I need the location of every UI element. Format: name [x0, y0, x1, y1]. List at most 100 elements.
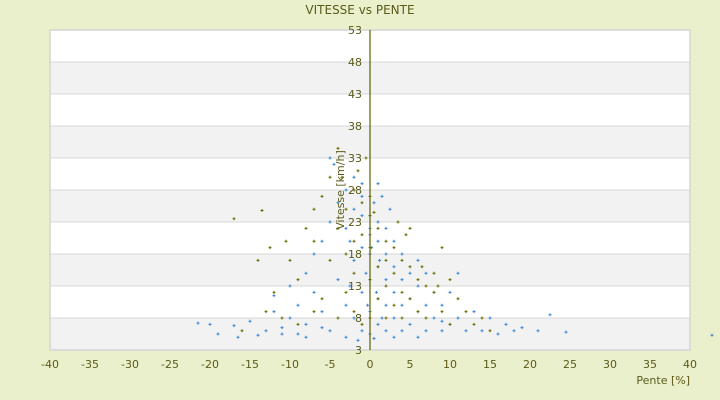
x-tick-label: 15: [483, 358, 497, 371]
data-point-series-1: [332, 162, 336, 166]
data-point-series-2: [360, 233, 364, 237]
data-point-series-1: [272, 310, 276, 314]
data-point-series-1: [392, 290, 396, 294]
data-point-series-1: [536, 329, 540, 333]
data-point-series-1: [388, 207, 392, 211]
data-point-series-1: [512, 329, 516, 333]
data-point-series-1: [272, 294, 276, 298]
data-point-series-1: [520, 326, 524, 330]
data-point-series-2: [384, 284, 388, 288]
data-point-series-1: [320, 310, 324, 314]
data-point-series-2: [352, 271, 356, 275]
data-point-series-1: [392, 265, 396, 269]
data-point-series-1: [376, 182, 380, 186]
data-point-series-1: [348, 284, 352, 288]
x-tick-label: 10: [443, 358, 457, 371]
data-point-series-1: [496, 332, 500, 336]
data-point-series-2: [352, 239, 356, 243]
data-point-series-2: [312, 239, 316, 243]
data-point-series-1: [440, 303, 444, 307]
data-point-series-1: [232, 324, 236, 328]
data-point-series-2: [336, 226, 340, 230]
data-point-series-1: [384, 252, 388, 256]
data-point-series-1: [348, 239, 352, 243]
data-point-series-1: [328, 220, 332, 224]
data-point-series-2: [408, 297, 412, 301]
y-tick-label: 23: [348, 216, 362, 229]
y-tick-label: 38: [348, 120, 362, 133]
data-point-series-2: [328, 258, 332, 262]
data-point-series-2: [436, 284, 440, 288]
data-point-series-2: [376, 297, 380, 301]
data-point-series-1: [432, 316, 436, 320]
x-tick-label: 35: [643, 358, 657, 371]
data-point-series-2: [312, 207, 316, 211]
data-point-series-2: [400, 290, 404, 294]
data-point-series-2: [432, 290, 436, 294]
data-point-series-2: [456, 297, 460, 301]
data-point-series-1: [504, 322, 508, 326]
data-point-series-2: [416, 310, 420, 314]
data-point-series-2: [288, 258, 292, 262]
data-point-series-2: [384, 316, 388, 320]
x-tick-label: -20: [201, 358, 219, 371]
data-point-series-2: [344, 290, 348, 294]
data-point-series-1: [376, 322, 380, 326]
data-point-series-2: [384, 239, 388, 243]
data-point-series-1: [378, 258, 382, 262]
data-point-series-1: [344, 335, 348, 339]
data-point-series-1: [564, 330, 568, 334]
x-tick-label: -10: [281, 358, 299, 371]
data-point-series-2: [336, 316, 340, 320]
y-tick-label: 3: [355, 344, 362, 357]
y-axis-label: Vitesse [km/h]: [334, 150, 347, 230]
data-point-series-2: [268, 246, 272, 250]
data-point-series-1: [448, 290, 452, 294]
data-point-series-2: [472, 322, 476, 326]
data-point-series-1: [344, 303, 348, 307]
x-tick-label: 25: [563, 358, 577, 371]
x-tick-label: -40: [41, 358, 59, 371]
data-point-series-2: [352, 310, 356, 314]
data-point-series-1: [288, 284, 292, 288]
data-point-series-2: [392, 246, 396, 250]
x-tick-label: -30: [121, 358, 139, 371]
data-point-series-2: [440, 246, 444, 250]
y-tick-label: 8: [355, 312, 362, 325]
data-point-series-1: [336, 278, 340, 282]
data-point-series-1: [366, 303, 370, 307]
data-point-series-2: [304, 226, 308, 230]
data-point-series-1: [312, 252, 316, 256]
data-point-series-1: [264, 329, 268, 333]
data-point-series-1: [384, 329, 388, 333]
data-point-series-2: [432, 271, 436, 275]
data-point-series-1: [384, 303, 388, 307]
x-axis-label: Pente [%]: [636, 374, 690, 387]
y-tick-label: 33: [348, 152, 362, 165]
data-point-series-1: [424, 271, 428, 275]
data-point-series-1: [384, 226, 388, 230]
data-point-series-1: [456, 271, 460, 275]
data-point-series-1: [352, 207, 356, 211]
data-point-series-1: [380, 194, 384, 198]
x-tick-label: -35: [81, 358, 99, 371]
data-point-series-1: [480, 329, 484, 333]
data-point-series-1: [376, 220, 380, 224]
data-point-series-1: [336, 201, 340, 205]
data-point-series-1: [352, 258, 356, 262]
data-point-series-1: [248, 319, 252, 323]
y-tick-label: 13: [348, 280, 362, 293]
data-point-series-2: [408, 265, 412, 269]
data-point-series-1: [710, 333, 714, 337]
data-point-series-1: [440, 319, 444, 323]
data-points: [196, 146, 714, 342]
data-point-series-1: [424, 329, 428, 333]
data-point-series-2: [464, 310, 468, 314]
data-point-series-2: [424, 284, 428, 288]
data-point-series-1: [280, 332, 284, 336]
data-point-series-1: [296, 332, 300, 336]
data-point-series-1: [352, 175, 356, 179]
data-point-series-1: [372, 336, 376, 340]
data-point-series-2: [404, 233, 408, 237]
data-point-series-2: [260, 208, 264, 212]
